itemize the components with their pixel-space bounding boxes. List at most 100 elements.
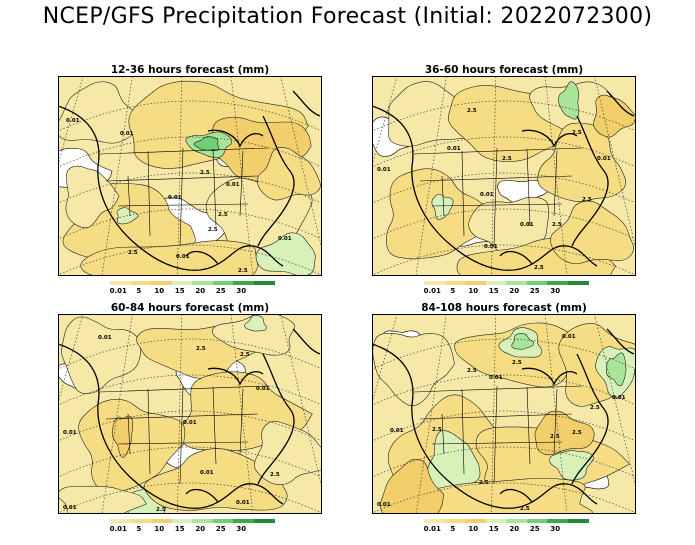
latitude-line [372, 338, 636, 370]
colorbar-label: 0.01 [423, 287, 441, 295]
map-frame [58, 76, 322, 276]
colorbar-label: 15 [174, 525, 185, 533]
latitude-line [372, 482, 636, 514]
contour-label: 0.01 [390, 428, 404, 434]
contour-label: 2.5 [550, 434, 560, 440]
contour-label: 0.01 [120, 131, 134, 137]
colorbar-swatch [110, 281, 131, 285]
contour-label: 0.01 [63, 505, 77, 511]
contour-label: 2.5 [208, 227, 218, 233]
contour-label: 2.5 [582, 197, 592, 203]
latitude-line [58, 172, 322, 204]
precip-contour [116, 207, 140, 225]
precipitation-map: 0.01 0.01 0.01 2.5 2.5 0.01 0.01 2.5 2.5 0.01 0.01 [58, 314, 322, 514]
precip-contour [58, 81, 143, 144]
state-borders [99, 147, 269, 247]
colorbar-swatch [444, 519, 466, 523]
colorbar-label: 30 [550, 287, 561, 295]
precip-contour [254, 421, 322, 486]
latitude-line [58, 244, 322, 276]
latitude-line [58, 136, 322, 168]
colorbar-swatch [130, 519, 152, 523]
colorbar-label: 5 [450, 287, 456, 295]
colorbar-label: 20 [509, 525, 520, 533]
colorbar-label: 20 [509, 287, 520, 295]
colorbar-label: 30 [550, 525, 561, 533]
longitude-line [491, 314, 497, 514]
colorbar-swatch [151, 519, 172, 523]
colorbar-swatch [485, 519, 507, 523]
latitude-line [372, 374, 636, 406]
colorbar-swatch [171, 519, 193, 523]
contour-label: 2.5 [270, 472, 280, 478]
precip-contour [78, 398, 186, 494]
latitude-line [58, 482, 322, 514]
coastline [58, 328, 321, 509]
precip-contour [257, 147, 321, 201]
contour-label: 0.01 [562, 334, 576, 340]
colorbar-label: 15 [174, 287, 185, 295]
colorbar-swatch [547, 281, 568, 285]
colorbar: 0.01 5 10 15 20 25 30 [110, 281, 275, 295]
contour-label: 0.01 [278, 236, 292, 242]
contour-label: 2.5 [512, 360, 522, 366]
colorbar-label: 20 [195, 287, 206, 295]
precipitation-map: 0.01 0.01 2.5 2.5 0.01 0.01 2.5 0.01 2.5 2.5 0.01 2… [372, 76, 636, 276]
colorbar-swatch [424, 519, 445, 523]
latitude-line [372, 208, 636, 240]
colorbar-label: 5 [450, 525, 456, 533]
contour-label: 0.01 [98, 335, 112, 341]
colorbar-label: 5 [136, 525, 142, 533]
contour-label: 2.5 [200, 170, 210, 176]
colorbar-label: 30 [236, 287, 247, 295]
colorbar-swatch [192, 281, 213, 285]
precip-contour [511, 333, 535, 350]
colorbar: 0.01 5 10 15 20 25 30 [423, 281, 589, 295]
colorbar-label: 25 [215, 525, 226, 533]
colorbar-swatch [526, 281, 548, 285]
contour-label: 0.01 [66, 118, 80, 124]
contour-label: 0.01 [447, 146, 461, 152]
panel-title: 60-84 hours forecast (mm) [110, 302, 270, 314]
latitude-line [58, 100, 322, 132]
colorbar-label: 0.01 [109, 525, 127, 533]
latitude-line [372, 410, 636, 442]
colorbar-label: 15 [488, 287, 499, 295]
longitude-line [280, 314, 322, 489]
longitude-line [280, 76, 322, 251]
colorbar: 0.01 5 10 15 20 25 30 [109, 519, 275, 533]
precip-contour [244, 315, 267, 332]
precip-contour [550, 200, 634, 265]
colorbar-label: 0.01 [423, 525, 441, 533]
colorbar: 0.01 5 10 15 20 25 30 [423, 519, 589, 533]
contour-label: 0.01 [377, 167, 391, 173]
contour-label: 2.5 [502, 156, 512, 162]
longitude-line [594, 314, 636, 489]
precip-contour [255, 232, 316, 276]
colorbar-label: 30 [236, 525, 247, 533]
map-frame [372, 314, 636, 514]
colorbar-swatch [567, 519, 589, 523]
colorbar-label: 10 [154, 287, 165, 295]
contour-label: 2.5 [238, 268, 248, 274]
contour-label: 0.01 [256, 386, 270, 392]
map-frame [58, 314, 322, 514]
colorbar-swatch [465, 519, 486, 523]
contour-label: 0.01 [612, 395, 626, 401]
panel-title: 12-36 hours forecast (mm) [110, 64, 270, 76]
colorbar-swatch [212, 281, 234, 285]
colorbar-swatch [547, 519, 568, 523]
latitude-line [58, 446, 322, 478]
precip-contour [380, 459, 444, 514]
contour-label: 2.5 [156, 507, 166, 513]
colorbar-label: 10 [468, 525, 479, 533]
colorbar-label: 25 [215, 287, 226, 295]
colorbar-swatch [526, 519, 548, 523]
precip-contour [61, 316, 142, 395]
precip-contour [80, 240, 259, 276]
contour-label: 0.01 [176, 254, 190, 260]
precip-contour [111, 415, 133, 458]
contour-label: 2.5 [240, 352, 250, 358]
colorbar-swatch [130, 281, 152, 285]
precip-contour [605, 352, 627, 387]
